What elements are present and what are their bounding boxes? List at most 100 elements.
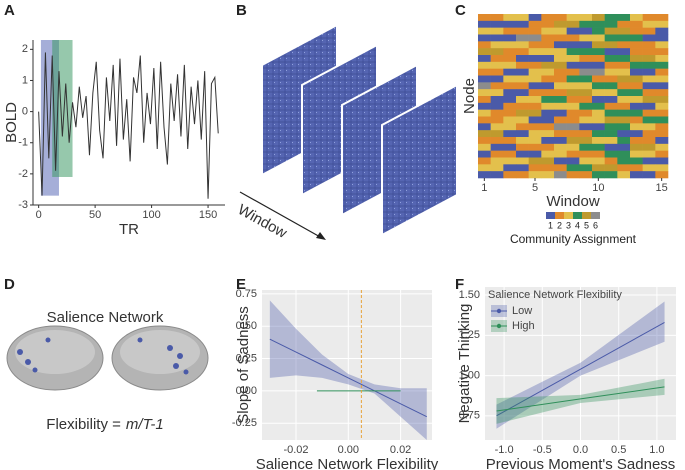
heatmap-cell [566, 27, 580, 35]
legend-label: 6 [593, 220, 598, 230]
heatmap-cell [516, 82, 529, 90]
heatmap-cell [554, 150, 567, 158]
heatmap-cell [528, 123, 542, 131]
heatmap-cell [541, 68, 555, 76]
y-tick-label: -2 [18, 168, 28, 180]
heatmap-cell [604, 41, 618, 49]
heatmap-cell [604, 123, 618, 131]
node [25, 359, 31, 365]
x-tick-label: 150 [199, 209, 217, 221]
confidence-band [269, 300, 427, 440]
y-axis-title: Negative Thinking [456, 304, 473, 424]
x-tick-label: 0.02 [390, 444, 411, 456]
heatmap-cell [655, 55, 669, 63]
heatmap-cell [503, 102, 517, 110]
heatmap-cell [566, 171, 580, 179]
heatmap-cell [528, 27, 542, 35]
heatmap-cell [642, 82, 656, 90]
heatmap-cell [554, 55, 567, 63]
x-tick-label: -0.02 [283, 444, 308, 456]
brains [6, 325, 209, 391]
heatmap-cell [490, 102, 504, 110]
heatmap-cell [503, 157, 517, 165]
heatmap-cell [655, 130, 669, 138]
heatmap-cell [528, 164, 542, 172]
heatmap-cell [478, 109, 491, 117]
heatmap-cell [554, 123, 567, 131]
heatmap-cell [490, 109, 504, 117]
heatmap-cell [541, 20, 555, 28]
heatmap-cell [592, 102, 605, 110]
heatmap-cell [516, 41, 529, 49]
heatmap-cell [579, 41, 593, 49]
node [167, 345, 173, 351]
heatmap-cell [503, 123, 517, 131]
heatmap-cell [503, 20, 517, 28]
panel-label: D [4, 276, 15, 293]
heatmap-cell [566, 89, 580, 97]
heatmap-cell [579, 82, 593, 90]
heatmap-cell [554, 34, 567, 42]
heatmap-cell [541, 102, 555, 110]
heatmap-cell [604, 150, 618, 158]
brain-shade [120, 330, 200, 374]
panel-label: A [4, 2, 15, 19]
heatmap-cell [516, 20, 529, 28]
heatmap-cell [516, 96, 529, 104]
heatmap-cell [592, 164, 605, 172]
heatmap-cell [655, 82, 669, 90]
heatmap-cell [592, 20, 605, 28]
heatmap-cell [490, 116, 504, 124]
heatmap-cell [503, 116, 517, 124]
heatmap-cell [566, 61, 580, 69]
heatmap-cell [630, 123, 643, 131]
heatmap-cell [541, 143, 555, 151]
heatmap-cell [490, 157, 504, 165]
heatmap-cell [579, 27, 593, 35]
heatmap-cell [554, 102, 567, 110]
heatmap-cell [642, 89, 656, 97]
legend-label: 4 [575, 220, 580, 230]
y-tick-label: 0.25 [236, 352, 257, 364]
heatmap-cell [503, 41, 517, 49]
heatmap-cell [554, 27, 567, 35]
heatmap-cell [617, 157, 631, 165]
heatmap-cell [579, 14, 593, 22]
y-tick-label: 1 [22, 74, 28, 86]
heatmap-cell [604, 137, 618, 145]
heatmap-cell [566, 130, 580, 138]
heatmap-cell [592, 14, 605, 22]
heatmap-cell [604, 27, 618, 35]
heatmap-cell [592, 109, 605, 117]
heatmap-cell [490, 34, 504, 42]
heatmap-cell [541, 109, 555, 117]
heatmap-cell [579, 171, 593, 179]
y-tick-label: 1.25 [459, 329, 480, 341]
x-tick-label: 1 [481, 182, 487, 194]
heatmap-cell [617, 96, 631, 104]
heatmap-cell [566, 48, 580, 56]
series-line [496, 321, 665, 417]
heatmap-cell [566, 75, 580, 83]
heatmap-cell [630, 75, 643, 83]
heatmap-cell [516, 137, 529, 145]
heatmap-cell [478, 116, 491, 124]
heatmap-cell [604, 20, 618, 28]
heatmap-cell [655, 48, 669, 56]
heatmap-cell [642, 157, 656, 165]
heatmap-cell [592, 34, 605, 42]
heatmap-cell [642, 55, 656, 63]
heatmap-cell [541, 48, 555, 56]
heatmap-cell [655, 96, 669, 104]
y-tick-label: 2 [22, 43, 28, 55]
node [173, 363, 179, 369]
heatmap-cell [579, 157, 593, 165]
x-tick-label: -0.5 [533, 444, 552, 456]
heatmap-cell [642, 96, 656, 104]
heatmap-cell [579, 34, 593, 42]
heatmap-cell [604, 75, 618, 83]
heatmap-cell [490, 164, 504, 172]
heatmap-cell [516, 123, 529, 131]
heatmap-cell [579, 109, 593, 117]
heatmap-cell [566, 143, 580, 151]
